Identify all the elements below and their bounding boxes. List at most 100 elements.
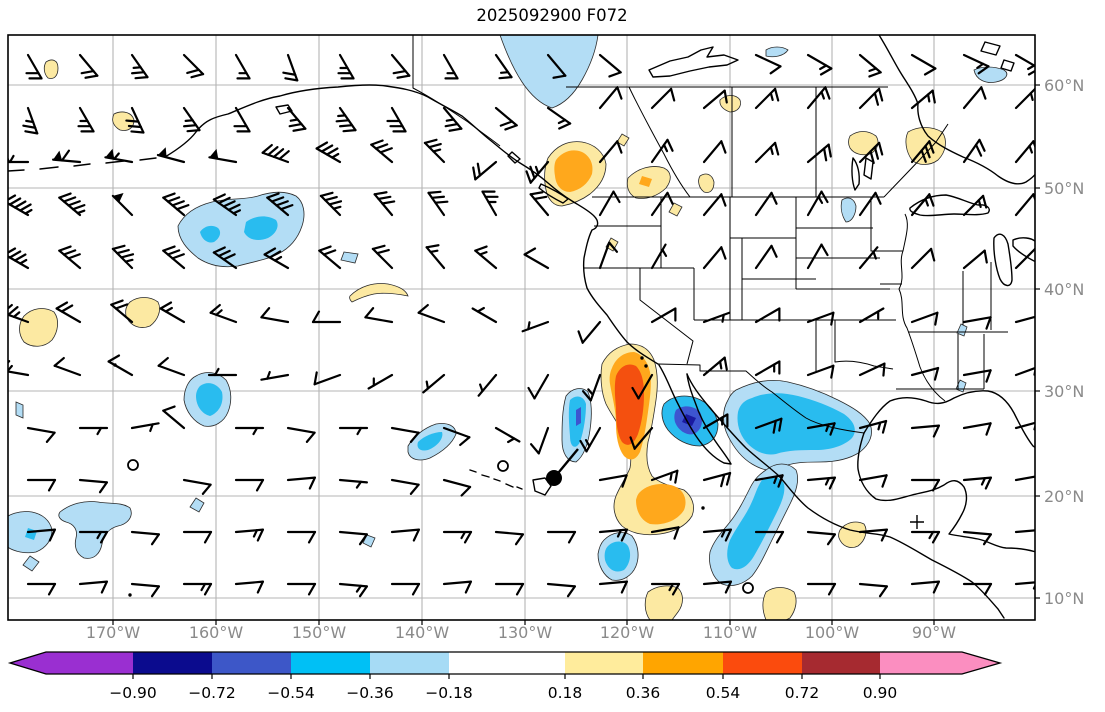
great-slave-lake bbox=[648, 46, 739, 78]
latitude-labels: 60°N 50°N 40°N 30°N 20°N 10°N bbox=[1044, 76, 1084, 608]
mexico-pacific-coast bbox=[686, 373, 1005, 619]
colorbar: −0.90 −0.72 −0.54 −0.36 −0.18 0.18 0.36 0.54 0.7… bbox=[7, 651, 1003, 702]
lat-tick-label: 60°N bbox=[1044, 76, 1084, 95]
map-frame bbox=[7, 34, 1036, 621]
colorbar-tick-label: 0.90 bbox=[863, 684, 898, 702]
anomaly-region-pos-light bbox=[762, 587, 797, 620]
anomaly-region-neg-mid bbox=[737, 393, 855, 455]
station-dot bbox=[128, 593, 132, 597]
colorbar-segment bbox=[643, 652, 723, 674]
colorbar-tick-label: −0.18 bbox=[425, 684, 473, 702]
vancouver-island bbox=[538, 183, 569, 204]
anomaly-region-pos-light bbox=[838, 521, 867, 548]
anomaly-region-neg-mid bbox=[244, 216, 278, 240]
anomaly-region-pos-light bbox=[668, 202, 683, 217]
storm-dot-marker bbox=[546, 470, 562, 486]
colorbar-segment bbox=[565, 652, 643, 674]
lon-tick-label: 140°W bbox=[395, 623, 450, 642]
lon-tick-label: 170°W bbox=[86, 623, 141, 642]
anomaly-region-pos-light bbox=[698, 173, 715, 193]
colorbar-tick-label: −0.90 bbox=[109, 684, 157, 702]
hawaii-big-island bbox=[532, 477, 552, 496]
colorbar-segment bbox=[723, 652, 802, 674]
anomaly-region-pos-light bbox=[719, 95, 741, 113]
station-dot bbox=[644, 364, 648, 368]
graticule-gridlines bbox=[8, 35, 1035, 620]
lat-tick-label: 40°N bbox=[1044, 280, 1084, 299]
hudson-bay-coast bbox=[878, 35, 1035, 185]
colorbar-segment bbox=[212, 652, 291, 674]
arctic-islands bbox=[980, 41, 1015, 72]
cross-marker bbox=[910, 515, 924, 529]
anomaly-region-neg-light bbox=[973, 66, 1008, 83]
colorbar-tick-label: 0.72 bbox=[785, 684, 820, 702]
anomaly-region-pos-light bbox=[19, 308, 58, 347]
kodiak-island bbox=[275, 104, 293, 115]
anomaly-region-neg-mid bbox=[727, 476, 785, 570]
anomaly-region-neg-light bbox=[15, 401, 24, 419]
lake-huron bbox=[1012, 237, 1035, 263]
lake-superior bbox=[909, 194, 990, 217]
anomaly-region-pos-light bbox=[349, 283, 409, 303]
anomaly-region-pos-light bbox=[125, 297, 160, 328]
anomaly-region-pos-light bbox=[644, 585, 683, 620]
lake-winnipeg bbox=[851, 157, 874, 191]
calm-wind-circle bbox=[742, 582, 754, 594]
colorbar-segment bbox=[880, 652, 962, 674]
colorbar-segment bbox=[291, 652, 370, 674]
anomaly-region-pos-mid bbox=[554, 150, 593, 192]
colorbar-tick-label: 0.18 bbox=[548, 684, 583, 702]
baja-california bbox=[658, 364, 732, 465]
colorbar-tick-label: −0.36 bbox=[346, 684, 394, 702]
anomaly-region-pos-light bbox=[616, 133, 630, 147]
colorbar-tick-label: −0.54 bbox=[267, 684, 315, 702]
calm-wind-circle bbox=[127, 459, 139, 471]
colorbar-segment bbox=[46, 652, 133, 674]
colorbar-left-arrow bbox=[10, 652, 46, 674]
anomaly-region-neg-light bbox=[189, 497, 205, 513]
longitude-labels: 170°W 160°W 150°W 140°W 130°W 120°W 110°W 100°W… bbox=[86, 623, 956, 642]
anomaly-region-neg-mid bbox=[196, 383, 223, 416]
anomaly-region-neg-mid bbox=[604, 541, 631, 572]
lon-tick-label: 160°W bbox=[189, 623, 244, 642]
calm-wind-circle bbox=[497, 460, 509, 472]
lon-tick-label: 110°W bbox=[703, 623, 758, 642]
lon-tick-label: 90°W bbox=[912, 623, 956, 642]
political-borders bbox=[412, 35, 1008, 434]
station-dot bbox=[701, 506, 705, 510]
colorbar-right-arrow bbox=[962, 652, 1000, 674]
anomaly-region-pos-light bbox=[43, 59, 59, 79]
gulf-of-mexico-us-coast bbox=[863, 390, 1035, 449]
colorbar-tick-label: 0.36 bbox=[626, 684, 661, 702]
anomaly-region-neg-strong bbox=[576, 407, 581, 426]
anomaly-region-neg-light bbox=[956, 323, 968, 337]
lake-michigan bbox=[993, 233, 1013, 287]
anomaly-region-neg-light bbox=[340, 251, 359, 264]
colorbar-tick-label: −0.72 bbox=[188, 684, 236, 702]
anomaly-region-neg-light bbox=[58, 501, 132, 559]
anomaly-region-neg-light bbox=[22, 555, 40, 572]
anomaly-region-neg-light bbox=[840, 197, 857, 223]
lat-tick-label: 20°N bbox=[1044, 487, 1084, 506]
anomaly-region-neg-light bbox=[362, 534, 376, 548]
hawaiian-islands bbox=[469, 469, 523, 490]
lon-tick-label: 120°W bbox=[600, 623, 655, 642]
colorbar-segment bbox=[370, 652, 449, 674]
wind-barbs bbox=[8, 53, 1035, 598]
colorbar-segment bbox=[449, 652, 565, 674]
lat-tick-label: 30°N bbox=[1044, 382, 1084, 401]
station-dot bbox=[640, 356, 644, 360]
anomaly-region-pos-strong bbox=[614, 364, 644, 445]
aleutian-islands bbox=[8, 157, 157, 172]
pacific-coastline bbox=[164, 84, 659, 365]
map-markers bbox=[113, 356, 924, 597]
haida-gwaii bbox=[507, 151, 521, 164]
anomaly-region-pos-light bbox=[848, 131, 879, 156]
anomaly-region-neg-mid bbox=[417, 432, 443, 451]
colorbar-segment bbox=[133, 652, 212, 674]
colorbar-outline bbox=[7, 651, 1003, 675]
plot-title: 2025092900 F072 bbox=[476, 6, 627, 25]
colorbar-segment bbox=[802, 652, 880, 674]
